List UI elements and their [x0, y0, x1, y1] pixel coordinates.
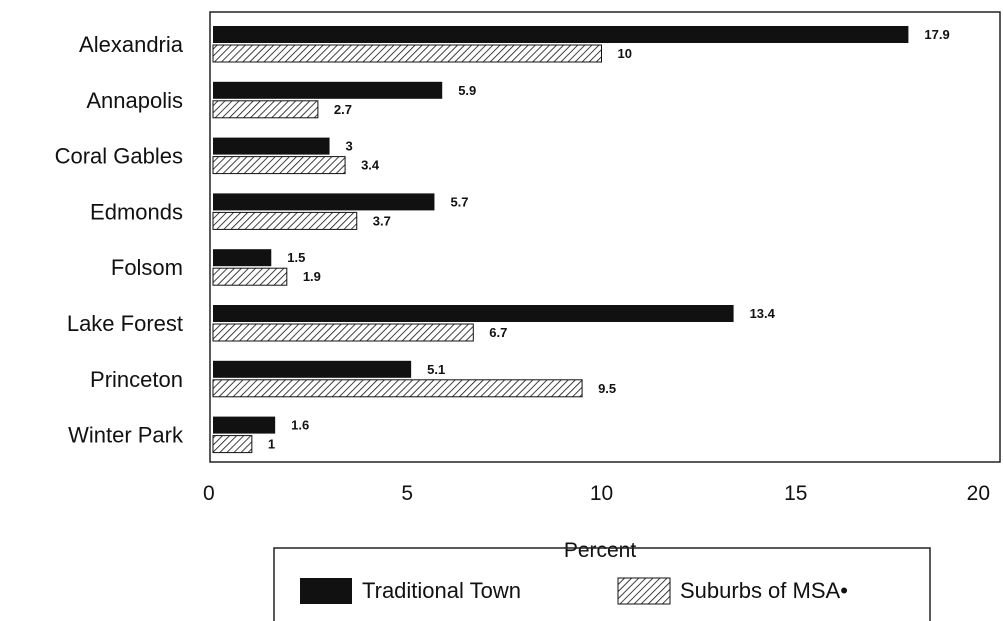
value-label-suburbs-of-msa-annapolis: 2.7	[334, 102, 352, 117]
bar-traditional-town-edmonds	[213, 193, 435, 211]
category-label-coral-gables: Coral Gables	[55, 144, 183, 169]
value-label-suburbs-of-msa-alexandria: 10	[618, 46, 632, 61]
bar-suburbs-of-msa-edmonds	[212, 211, 358, 230]
bar-suburbs-of-msa-winter-park	[212, 435, 253, 454]
value-label-traditional-town-annapolis: 5.9	[458, 83, 476, 98]
value-label-traditional-town-winter-park: 1.6	[291, 418, 309, 433]
category-label-annapolis: Annapolis	[86, 88, 183, 113]
legend-label-suburbs-of-msa: Suburbs of MSA•	[680, 578, 848, 603]
value-labels-layer: 17.9 10 5.9 2.7 3 3.4 5.7 3.7 1.5 1.9 13.4 6.7 5.1 9.…	[268, 27, 950, 452]
x-axis-ticks: 0 5 10 15 20	[203, 482, 990, 505]
x-tick-label-20: 20	[967, 482, 990, 505]
plot-frame	[209, 11, 1001, 463]
x-tick-label-5: 5	[401, 482, 413, 505]
bar-suburbs-of-msa-folsom	[212, 267, 288, 286]
x-tick-label-0: 0	[203, 482, 215, 505]
bar-suburbs-of-msa-alexandria	[212, 44, 602, 63]
bar-traditional-town-lake-forest	[213, 305, 734, 322]
category-label-edmonds: Edmonds	[90, 199, 183, 224]
category-labels-layer: Alexandria Annapolis Coral Gables Edmonds Fo…	[55, 32, 184, 448]
bars-layer	[212, 26, 909, 454]
value-label-suburbs-of-msa-coral-gables: 3.4	[361, 158, 380, 173]
bar-traditional-town-winter-park	[213, 416, 276, 434]
legend-frame	[273, 547, 931, 621]
bar-suburbs-of-msa-princeton	[212, 379, 583, 398]
value-label-traditional-town-princeton: 5.1	[427, 362, 445, 377]
category-label-winter-park: Winter Park	[68, 423, 184, 448]
bar-suburbs-of-msa-annapolis	[212, 100, 319, 119]
value-label-suburbs-of-msa-lake-forest: 6.7	[489, 325, 507, 340]
legend-swatch-traditional-town	[300, 578, 352, 604]
value-label-traditional-town-lake-forest: 13.4	[750, 306, 776, 321]
bar-traditional-town-coral-gables	[213, 137, 330, 155]
value-label-traditional-town-alexandria: 17.9	[924, 27, 949, 42]
category-label-lake-forest: Lake Forest	[67, 311, 183, 336]
legend-swatch-suburbs-of-msa	[617, 577, 671, 605]
bar-traditional-town-princeton	[213, 360, 412, 378]
legend: Traditional Town Suburbs of MSA•	[273, 547, 931, 621]
bar-traditional-town-annapolis	[213, 81, 443, 99]
value-label-traditional-town-coral-gables: 3	[346, 139, 353, 154]
value-label-traditional-town-folsom: 1.5	[287, 250, 305, 265]
bar-suburbs-of-msa-coral-gables	[212, 156, 346, 175]
bar-traditional-town-alexandria	[213, 26, 909, 43]
bar-traditional-town-folsom	[213, 249, 272, 267]
category-label-princeton: Princeton	[90, 367, 183, 392]
value-label-suburbs-of-msa-edmonds: 3.7	[373, 213, 391, 228]
value-label-suburbs-of-msa-winter-park: 1	[268, 437, 275, 452]
value-label-suburbs-of-msa-folsom: 1.9	[303, 269, 321, 284]
value-label-suburbs-of-msa-princeton: 9.5	[598, 381, 616, 396]
x-tick-label-15: 15	[784, 482, 807, 505]
bar-suburbs-of-msa-lake-forest	[212, 323, 474, 342]
x-axis-title: Percent	[564, 539, 637, 562]
value-label-traditional-town-edmonds: 5.7	[450, 194, 468, 209]
legend-label-traditional-town: Traditional Town	[362, 578, 521, 603]
x-tick-label-10: 10	[590, 482, 613, 505]
category-label-folsom: Folsom	[111, 255, 183, 280]
category-label-alexandria: Alexandria	[79, 32, 184, 57]
